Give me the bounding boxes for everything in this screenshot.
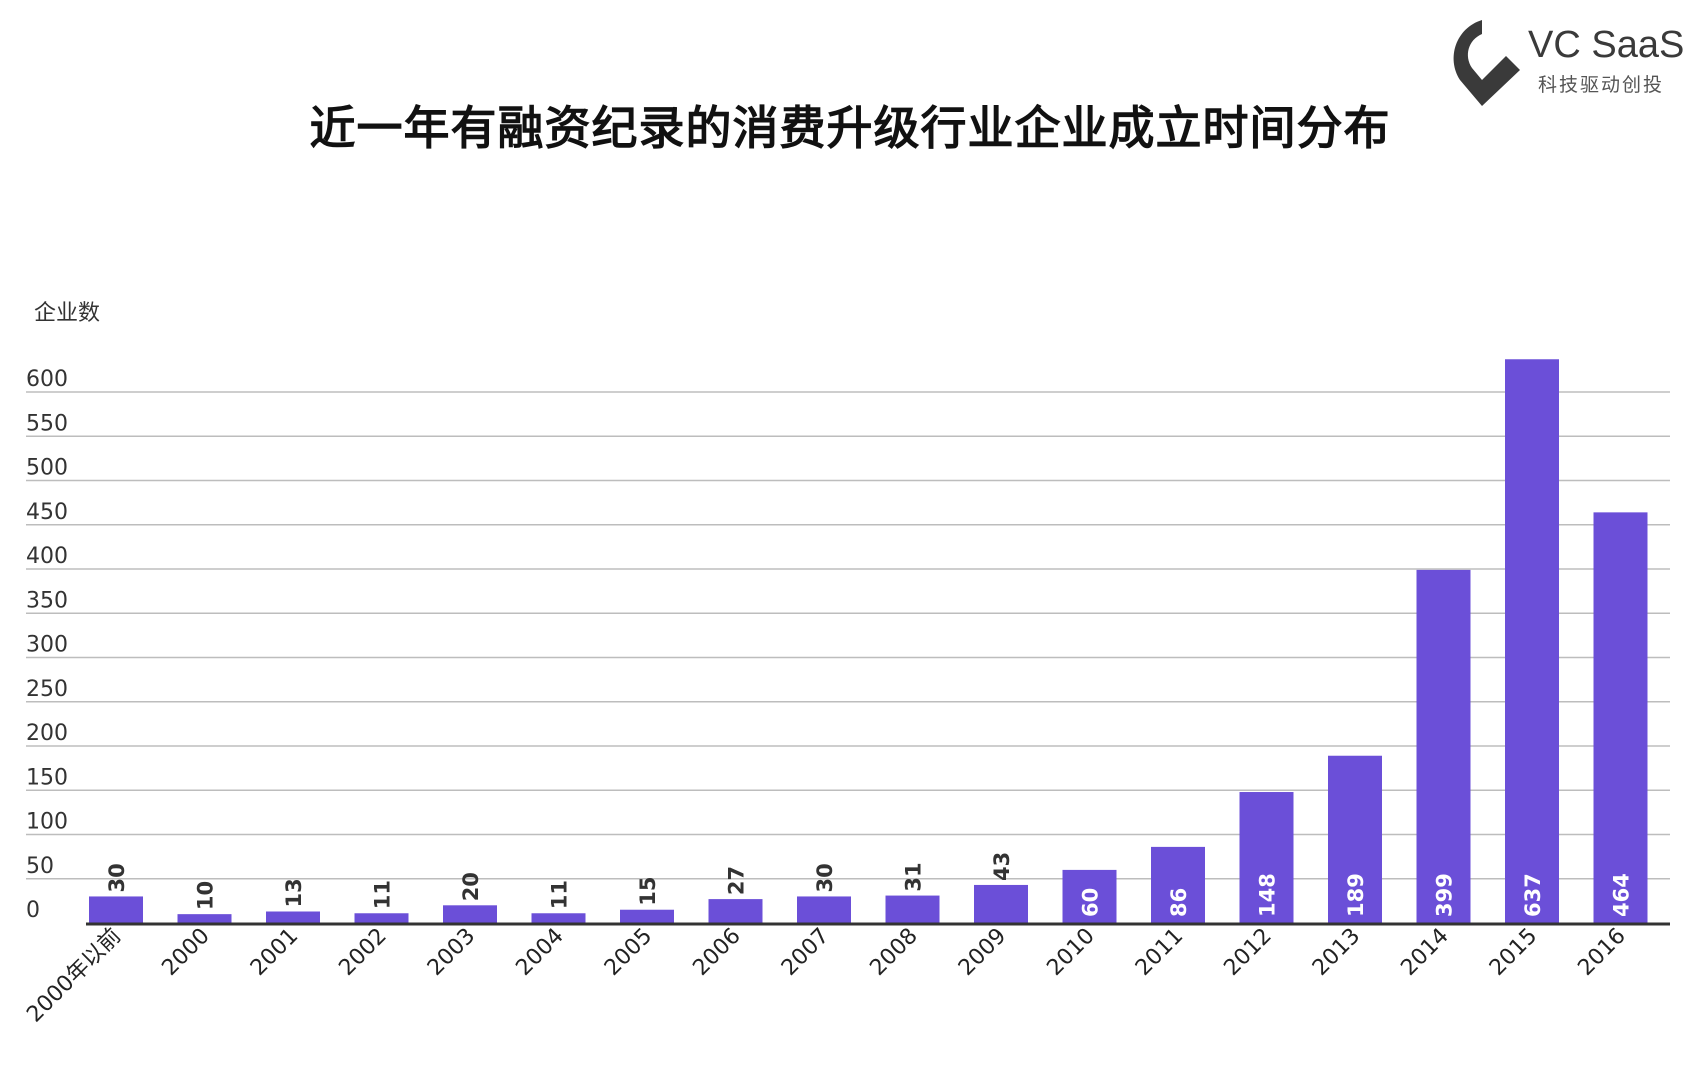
data-label-11: 60 (1079, 888, 1103, 917)
data-label-16: 637 (1521, 873, 1545, 917)
bar-6 (620, 910, 674, 923)
x-category-label-8: 2007 (777, 924, 834, 981)
y-tick-label-300: 300 (26, 633, 68, 658)
x-category-label-12: 2011 (1131, 924, 1188, 981)
x-category-label-7: 2006 (688, 924, 745, 981)
bar-3 (355, 913, 409, 923)
y-tick-label-450: 450 (26, 500, 68, 525)
bar-16 (1505, 359, 1559, 923)
data-label-9: 31 (902, 862, 926, 891)
bar-9 (886, 896, 940, 923)
bar-4 (443, 905, 497, 923)
bar-7 (709, 899, 763, 923)
x-category-label-0: 2000年以前 (22, 924, 126, 1028)
x-category-label-17: 2016 (1573, 924, 1630, 981)
data-label-12: 86 (1167, 888, 1191, 917)
data-label-17: 464 (1610, 873, 1634, 917)
x-category-label-2: 2001 (246, 924, 303, 981)
y-tick-labels: 0 50 100 150 200 250 300 350 400 450 500 550 600 (26, 367, 68, 923)
bar-5 (532, 913, 586, 923)
bar-17 (1594, 512, 1648, 923)
data-label-3: 11 (371, 880, 395, 909)
x-category-label-14: 2013 (1308, 924, 1365, 981)
x-category-label-11: 2010 (1042, 924, 1099, 981)
data-label-2: 13 (282, 878, 306, 907)
data-label-7: 27 (725, 866, 749, 895)
x-category-label-1: 2000 (157, 924, 214, 981)
data-label-14: 189 (1344, 873, 1368, 917)
x-category-labels: 2000年以前 2000 2001 2002 2003 2004 2005 2006 2007 2… (22, 924, 1630, 1028)
bar-8 (797, 896, 851, 923)
x-category-label-15: 2014 (1396, 924, 1453, 981)
bars (89, 359, 1648, 923)
y-axis-label: 企业数 (34, 301, 100, 326)
y-tick-label-400: 400 (26, 544, 68, 569)
data-label-4: 20 (459, 872, 483, 901)
data-labels: 30 10 13 11 20 11 15 27 30 31 43 60 86 148 189 399 637 46… (105, 852, 1634, 917)
y-tick-label-600: 600 (26, 367, 68, 392)
y-tick-label-200: 200 (26, 721, 68, 746)
y-tick-label-350: 350 (26, 588, 68, 613)
x-category-label-10: 2009 (954, 924, 1011, 981)
y-tick-label-500: 500 (26, 456, 68, 481)
data-label-5: 11 (548, 880, 572, 909)
data-label-15: 399 (1433, 873, 1457, 917)
data-label-6: 15 (636, 876, 660, 905)
data-label-13: 148 (1256, 873, 1280, 917)
data-label-1: 10 (194, 881, 218, 910)
x-category-label-3: 2002 (334, 924, 391, 981)
y-tick-label-550: 550 (26, 411, 68, 436)
x-category-label-4: 2003 (423, 924, 480, 981)
x-category-label-13: 2012 (1219, 924, 1276, 981)
x-category-label-16: 2015 (1485, 924, 1542, 981)
bar-0 (89, 896, 143, 923)
y-tick-label-150: 150 (26, 765, 68, 790)
data-label-8: 30 (813, 863, 837, 892)
y-tick-label-250: 250 (26, 677, 68, 702)
data-label-10: 43 (990, 852, 1014, 881)
y-tick-label-0: 0 (26, 898, 40, 923)
bar-10 (974, 885, 1028, 923)
bar-2 (266, 911, 320, 923)
bar-1 (178, 914, 232, 923)
y-tick-label-50: 50 (26, 854, 54, 879)
data-label-0: 30 (105, 863, 129, 892)
bar-15 (1417, 570, 1471, 923)
x-category-label-9: 2008 (865, 924, 922, 981)
x-category-label-6: 2005 (600, 924, 657, 981)
x-category-label-5: 2004 (511, 924, 568, 981)
y-tick-label-100: 100 (26, 810, 68, 835)
